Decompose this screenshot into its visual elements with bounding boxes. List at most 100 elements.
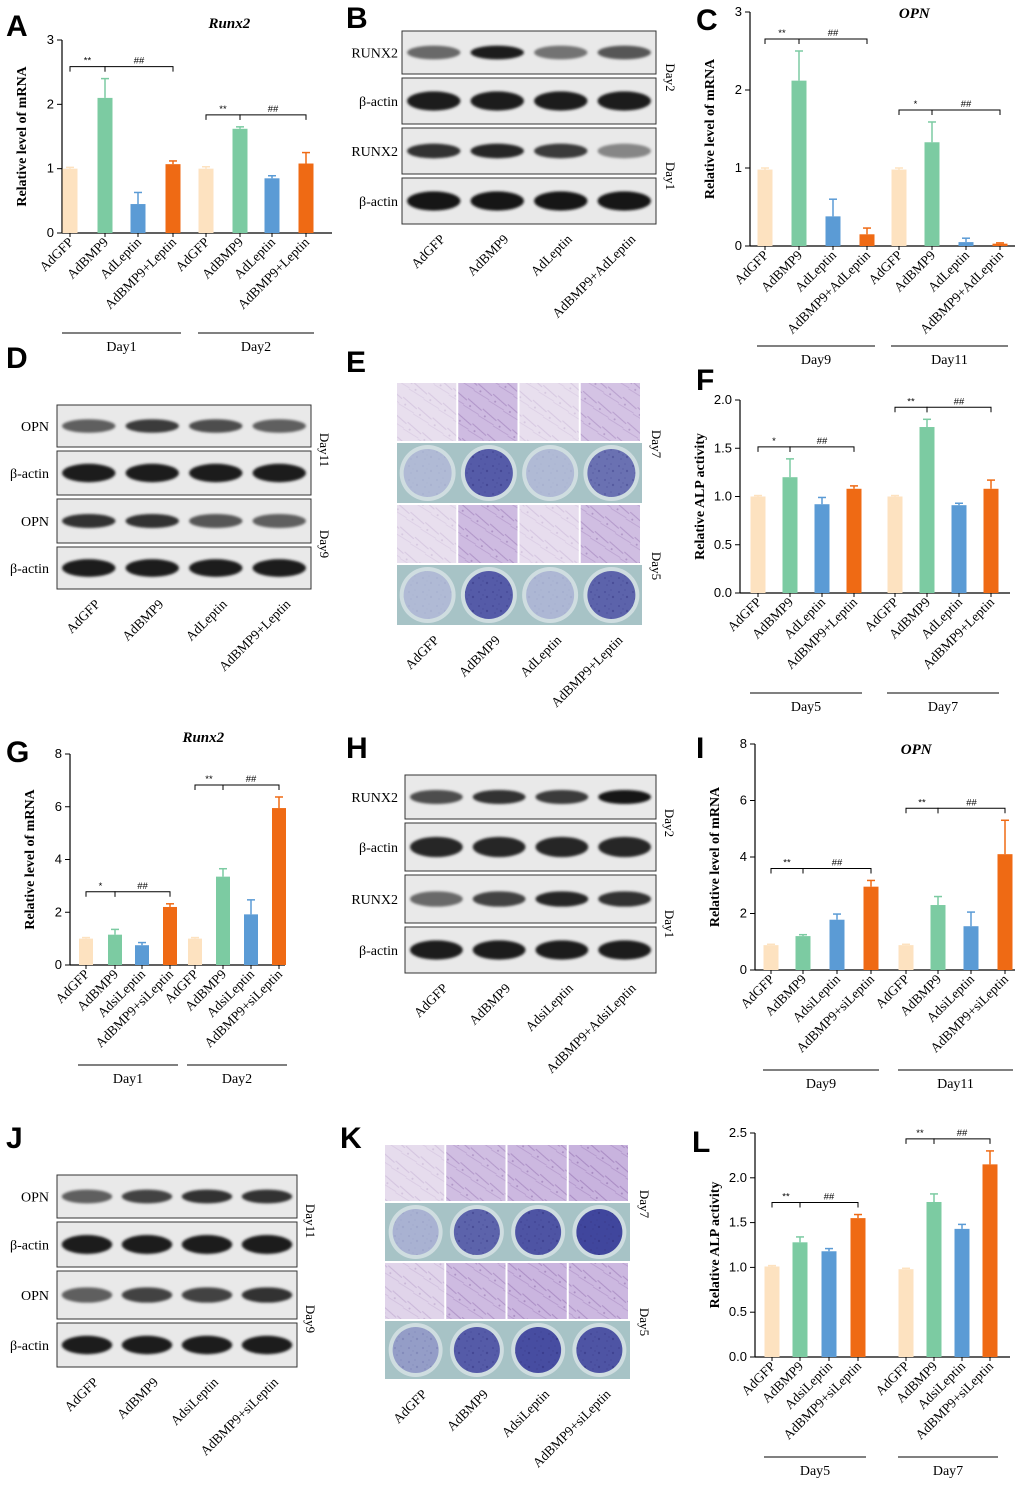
y-tick-label-c: 0 xyxy=(735,238,742,253)
significance-bracket-i xyxy=(802,867,872,874)
significance-bracket-g xyxy=(114,891,171,897)
significance-label-i: ** xyxy=(918,797,926,808)
stain-day-label-k: Day5 xyxy=(637,1308,652,1336)
blot-lane-label-d: AdBMP9 xyxy=(119,596,166,643)
bar-l xyxy=(954,1228,970,1357)
blot-day-label-j: Day11 xyxy=(303,1204,318,1238)
blot-row-label-h: β-actin xyxy=(359,944,398,959)
blot-band-h xyxy=(535,836,589,858)
blot-lane-label-b: AdBMP9 xyxy=(464,231,511,278)
blot-lane-label-h: AdGFP xyxy=(411,981,451,1021)
blot-band-d xyxy=(252,513,306,529)
panel-letter-a: A xyxy=(6,10,28,43)
blot-band-b xyxy=(470,191,524,211)
y-tick-label-c: 2 xyxy=(735,82,742,97)
well-speckle-k xyxy=(515,1327,562,1373)
blot-row-label-j: OPN xyxy=(21,1289,49,1304)
y-tick-label-a: 1 xyxy=(47,161,54,176)
blot-band-d xyxy=(189,463,243,483)
blot-band-d xyxy=(189,419,243,433)
y-tick-label-g: 0 xyxy=(55,957,62,972)
bar-c xyxy=(924,142,940,246)
blot-day-label-d: Day11 xyxy=(317,433,332,467)
blot-day-label-d: Day9 xyxy=(317,530,332,558)
chart-title-a: Runx2 xyxy=(208,16,251,32)
bar-l xyxy=(792,1242,808,1357)
bar-f xyxy=(983,488,999,593)
blot-band-j xyxy=(61,1335,113,1355)
group-label-f: Day5 xyxy=(791,700,821,715)
blot-band-b xyxy=(534,45,588,60)
bar-a xyxy=(62,168,78,233)
significance-bracket-i xyxy=(905,807,939,814)
micrograph-texture-k xyxy=(385,1145,445,1201)
stain-lane-label-k: AdsiLeptin xyxy=(499,1386,553,1440)
bar-c xyxy=(992,243,1008,246)
blot-band-j xyxy=(241,1287,293,1303)
y-tick-label-l: 1.0 xyxy=(729,1259,747,1274)
bar-g xyxy=(135,945,149,965)
blot-band-b xyxy=(470,91,524,111)
micrograph-texture-e xyxy=(580,383,640,441)
stain-lane-label-k: AdGFP xyxy=(390,1387,430,1427)
micrograph-texture-e xyxy=(519,505,579,563)
micrograph-texture-k xyxy=(507,1263,567,1319)
panel-letter-c: C xyxy=(696,4,718,37)
blot-j: OPN β-actin OPN β-actin Day11 Day9 AdGFP AdBMP9… xyxy=(10,1174,318,1458)
blot-row-label-b: RUNX2 xyxy=(351,145,398,160)
blot-row-label-h: β-actin xyxy=(359,841,398,856)
bar-c xyxy=(825,216,841,246)
significance-label-c: * xyxy=(914,99,918,110)
bar-l xyxy=(821,1251,837,1357)
micrograph-texture-k xyxy=(507,1145,567,1201)
significance-bracket-a xyxy=(104,66,174,72)
panel-letter-l: L xyxy=(692,1126,710,1159)
stain-day-label-e: Day7 xyxy=(649,430,664,459)
panel-letter-h: H xyxy=(346,732,368,765)
blot-lane-label-b: AdLeptin xyxy=(528,231,575,278)
significance-label-g: ## xyxy=(137,881,148,892)
blot-day-label-j: Day9 xyxy=(303,1305,318,1333)
y-tick-label-f: 0.0 xyxy=(714,585,732,600)
significance-bracket-l xyxy=(771,1202,801,1208)
blot-lane-label-j: AdsiLeptin xyxy=(168,1374,222,1428)
group-label-c: Day9 xyxy=(801,353,831,368)
blot-band-d xyxy=(125,513,179,529)
blot-band-d xyxy=(62,513,116,529)
blot-band-d xyxy=(125,419,179,433)
blot-row-label-j: OPN xyxy=(21,1191,49,1206)
well-speckle-k xyxy=(453,1209,500,1255)
blot-band-j xyxy=(241,1335,293,1355)
blot-band-j xyxy=(241,1189,293,1204)
blot-band-j xyxy=(121,1235,173,1254)
blot-lane-label-d: AdGFP xyxy=(63,597,103,637)
bar-l xyxy=(850,1218,866,1357)
y-axis-title-c: Relative level of mRNA xyxy=(703,58,718,199)
chart-title-i: OPN xyxy=(901,742,933,758)
y-tick-label-a: 3 xyxy=(47,32,54,47)
blot-band-d xyxy=(252,419,306,433)
significance-bracket-l xyxy=(933,1138,991,1144)
bar-g xyxy=(163,906,177,965)
significance-bracket-i xyxy=(937,807,1006,814)
micrograph-texture-e xyxy=(519,383,579,441)
blot-band-h xyxy=(598,940,651,960)
significance-label-c: ## xyxy=(828,28,839,39)
bar-l xyxy=(982,1164,998,1357)
blot-row-label-j: β-actin xyxy=(10,1339,49,1354)
micrograph-texture-e xyxy=(458,383,518,441)
blot-band-b xyxy=(407,143,461,159)
y-axis-title-l: Relative ALP activity xyxy=(708,1182,723,1309)
bar-c xyxy=(891,169,907,246)
significance-bracket-f xyxy=(789,446,855,452)
blot-band-b xyxy=(534,91,588,111)
significance-label-g: ** xyxy=(205,774,213,785)
blot-h: RUNX2 β-actin RUNX2 β-actin Day2 Day1 AdGFP AdB… xyxy=(351,774,677,1076)
y-tick-label-a: 2 xyxy=(47,96,54,111)
micrograph-texture-e xyxy=(458,505,518,563)
y-tick-label-i: 2 xyxy=(740,906,747,921)
micrograph-texture-e xyxy=(397,505,457,563)
blot-lane-label-d: AdLeptin xyxy=(183,596,230,643)
blot-lane-label-h: AdBMP9 xyxy=(466,980,513,1027)
